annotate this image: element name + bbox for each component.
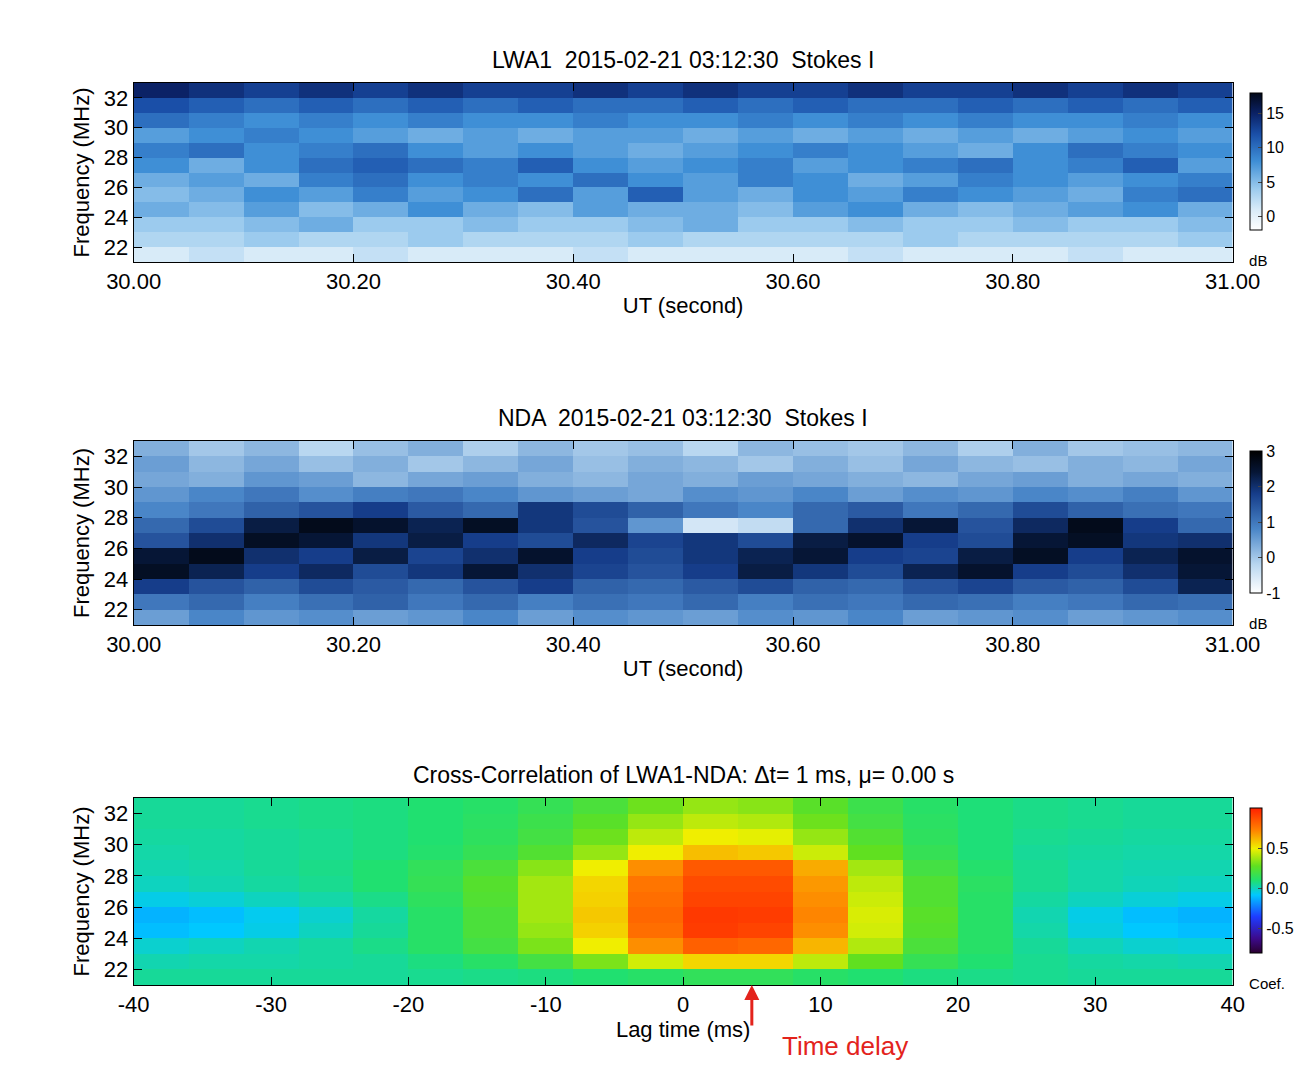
svg-text:0.5: 0.5 bbox=[1266, 840, 1288, 857]
svg-text:10: 10 bbox=[808, 992, 832, 1017]
svg-text:-20: -20 bbox=[392, 992, 424, 1017]
svg-text:0: 0 bbox=[1266, 549, 1275, 566]
svg-text:28: 28 bbox=[104, 145, 128, 170]
svg-text:30: 30 bbox=[1083, 992, 1107, 1017]
svg-text:30.60: 30.60 bbox=[766, 632, 821, 657]
svg-text:Frequency (MHz): Frequency (MHz) bbox=[69, 88, 94, 258]
svg-text:NDA 2015-02-21 03:12:30 Stok: NDA 2015-02-21 03:12:30 Stokes I bbox=[498, 405, 868, 431]
svg-text:Cross-Correlation of LWA1-NDA:: Cross-Correlation of LWA1-NDA: Δt= 1 ms,… bbox=[413, 762, 954, 788]
svg-text:-30: -30 bbox=[255, 992, 287, 1017]
svg-text:31.00: 31.00 bbox=[1205, 269, 1260, 294]
svg-text:26: 26 bbox=[104, 175, 128, 200]
svg-text:Lag time (ms): Lag time (ms) bbox=[616, 1017, 750, 1042]
svg-text:32: 32 bbox=[104, 444, 128, 469]
svg-text:15: 15 bbox=[1266, 105, 1284, 122]
svg-text:Frequency (MHz): Frequency (MHz) bbox=[69, 807, 94, 977]
svg-text:-0.5: -0.5 bbox=[1266, 920, 1294, 937]
svg-text:28: 28 bbox=[104, 505, 128, 530]
svg-text:0: 0 bbox=[1266, 208, 1275, 225]
svg-text:1: 1 bbox=[1266, 514, 1275, 531]
svg-text:Coef.: Coef. bbox=[1249, 975, 1285, 992]
svg-text:0: 0 bbox=[677, 992, 689, 1017]
svg-text:LWA1 2015-02-21 03:12:30 Sto: LWA1 2015-02-21 03:12:30 Stokes I bbox=[492, 47, 874, 73]
svg-text:30.20: 30.20 bbox=[326, 269, 381, 294]
svg-text:30.00: 30.00 bbox=[106, 632, 161, 657]
svg-text:dB: dB bbox=[1249, 615, 1267, 632]
svg-text:22: 22 bbox=[104, 235, 128, 260]
svg-text:dB: dB bbox=[1249, 252, 1267, 269]
svg-text:Time delay: Time delay bbox=[782, 1031, 908, 1061]
svg-text:-10: -10 bbox=[530, 992, 562, 1017]
svg-text:24: 24 bbox=[104, 567, 128, 592]
svg-text:UT (second): UT (second) bbox=[623, 656, 744, 681]
svg-text:22: 22 bbox=[104, 597, 128, 622]
svg-text:30.20: 30.20 bbox=[326, 632, 381, 657]
svg-text:2: 2 bbox=[1266, 478, 1275, 495]
svg-text:30: 30 bbox=[104, 832, 128, 857]
svg-text:30: 30 bbox=[104, 115, 128, 140]
svg-text:30.60: 30.60 bbox=[766, 269, 821, 294]
svg-text:-40: -40 bbox=[118, 992, 150, 1017]
svg-text:24: 24 bbox=[104, 926, 128, 951]
svg-text:UT (second): UT (second) bbox=[623, 293, 744, 318]
svg-text:30: 30 bbox=[104, 475, 128, 500]
svg-text:26: 26 bbox=[104, 536, 128, 561]
svg-text:10: 10 bbox=[1266, 139, 1284, 156]
svg-text:30.00: 30.00 bbox=[106, 269, 161, 294]
svg-text:40: 40 bbox=[1220, 992, 1244, 1017]
svg-text:Frequency (MHz): Frequency (MHz) bbox=[69, 448, 94, 618]
svg-text:28: 28 bbox=[104, 864, 128, 889]
svg-text:30.40: 30.40 bbox=[546, 632, 601, 657]
svg-text:5: 5 bbox=[1266, 174, 1275, 191]
svg-text:32: 32 bbox=[104, 86, 128, 111]
svg-text:0.0: 0.0 bbox=[1266, 880, 1288, 897]
svg-text:32: 32 bbox=[104, 801, 128, 826]
svg-text:30.80: 30.80 bbox=[985, 269, 1040, 294]
svg-text:24: 24 bbox=[104, 205, 128, 230]
svg-text:30.80: 30.80 bbox=[985, 632, 1040, 657]
svg-text:31.00: 31.00 bbox=[1205, 632, 1260, 657]
svg-text:22: 22 bbox=[104, 957, 128, 982]
svg-text:26: 26 bbox=[104, 895, 128, 920]
svg-text:20: 20 bbox=[946, 992, 970, 1017]
svg-text:-1: -1 bbox=[1266, 585, 1280, 602]
svg-text:30.40: 30.40 bbox=[546, 269, 601, 294]
svg-text:3: 3 bbox=[1266, 443, 1275, 460]
